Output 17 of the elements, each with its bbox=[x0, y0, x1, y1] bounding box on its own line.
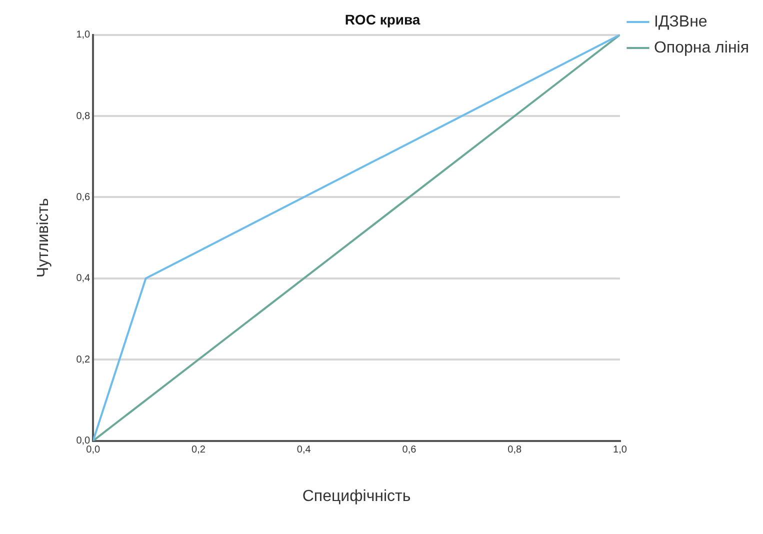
x-tick-label: 1,0 bbox=[613, 444, 628, 456]
x-axis-title: Специфічність bbox=[302, 488, 411, 505]
y-tick-label: 0,4 bbox=[76, 273, 91, 284]
y-tick-label: 0,0 bbox=[76, 436, 91, 447]
x-tick-label: 0,6 bbox=[402, 444, 417, 456]
x-tick-label: 0,4 bbox=[296, 444, 312, 456]
x-tick-label: 0,2 bbox=[192, 444, 206, 456]
chart-title: ROC крива bbox=[344, 11, 420, 28]
y-tick-label: 0,8 bbox=[76, 110, 91, 122]
legend-label: Опорна лінія bbox=[654, 39, 749, 56]
legend-label: ІДЗВне bbox=[654, 13, 708, 30]
y-tick-label: 0,6 bbox=[76, 192, 91, 203]
y-axis-title: Чутливість bbox=[35, 198, 52, 278]
y-tick-label: 0,2 bbox=[76, 354, 91, 366]
x-tick-label: 0,8 bbox=[508, 444, 522, 456]
y-tick-label: 1,0 bbox=[76, 30, 91, 41]
x-tick-label: 0,0 bbox=[86, 444, 100, 456]
